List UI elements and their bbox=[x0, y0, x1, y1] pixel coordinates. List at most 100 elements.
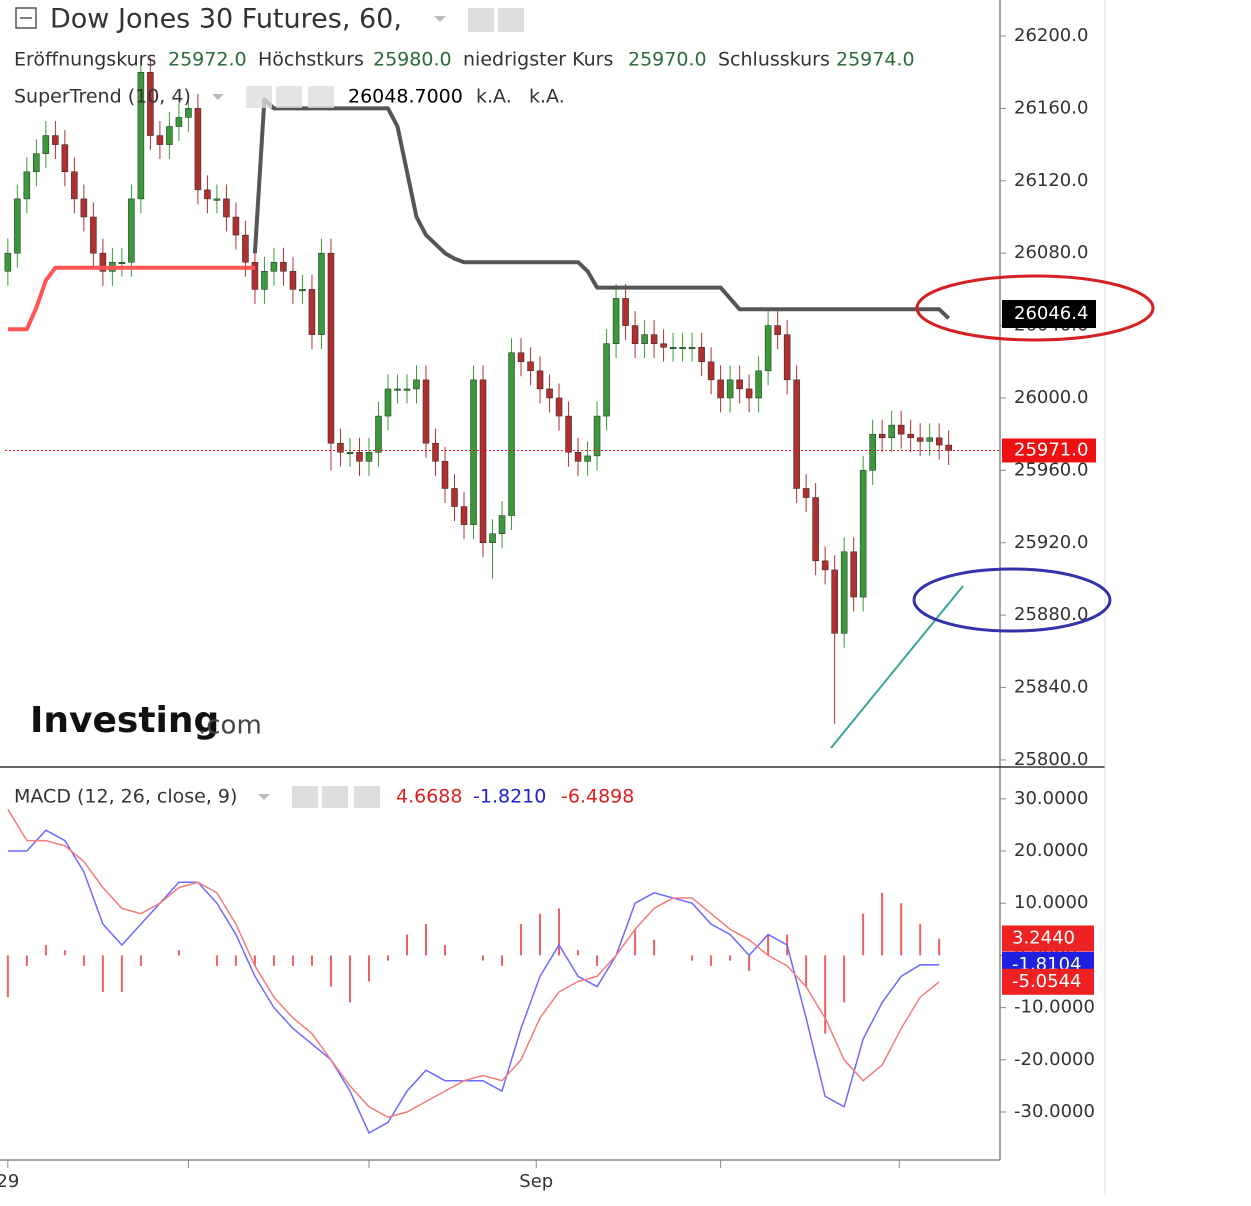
y-tick-label: 25960.0 bbox=[1014, 459, 1088, 480]
candle-body bbox=[4, 252, 12, 272]
candle-body bbox=[337, 442, 344, 453]
ohlc-label: Höchstkurs bbox=[258, 49, 364, 71]
x-tick-label: Sep bbox=[519, 1171, 553, 1192]
candle-body bbox=[356, 452, 363, 462]
candle-body bbox=[840, 551, 848, 634]
overlay: Dow Jones 30 Futures, 60, Eröffnungskurs… bbox=[14, 4, 1155, 808]
ohlc-value: 25972.0 bbox=[168, 49, 247, 71]
candle-body bbox=[308, 289, 316, 335]
histogram-bar bbox=[862, 913, 865, 956]
histogram-bar bbox=[881, 892, 884, 956]
ohlc-value: 25970.0 bbox=[628, 49, 707, 71]
histogram-bar bbox=[44, 944, 47, 956]
y-tick-label: 20.0000 bbox=[1014, 840, 1088, 861]
candle-body bbox=[869, 433, 876, 471]
price-label: 25971.0 bbox=[1014, 439, 1088, 460]
macd-line bbox=[7, 829, 940, 1134]
candle-body bbox=[327, 252, 335, 444]
candle-body bbox=[470, 379, 477, 525]
candle-body bbox=[783, 334, 791, 381]
candle-body bbox=[821, 560, 829, 571]
macd-line bbox=[7, 808, 940, 1119]
candle-body bbox=[61, 144, 69, 172]
histogram-bar bbox=[25, 955, 28, 966]
candle-body bbox=[270, 261, 278, 272]
dropdown-icon[interactable] bbox=[212, 94, 224, 100]
histogram-bar bbox=[482, 955, 485, 961]
supertrend-label-box bbox=[1002, 299, 1096, 328]
candle-body bbox=[622, 298, 629, 326]
ohlc-value: 25980.0 bbox=[373, 49, 452, 71]
candle-body bbox=[641, 334, 648, 344]
candle-body bbox=[897, 424, 905, 435]
indicator-label: MACD (12, 26, close, 9) bbox=[14, 786, 237, 808]
indicator-value: k.A. bbox=[529, 86, 565, 108]
candle-body bbox=[650, 334, 658, 344]
dropdown-icon[interactable] bbox=[434, 16, 446, 22]
candle-body bbox=[527, 361, 534, 372]
histogram-bar bbox=[310, 955, 313, 966]
close-icon[interactable] bbox=[308, 86, 334, 108]
supertrend-line bbox=[252, 97, 951, 320]
histogram-bar bbox=[215, 955, 218, 966]
candle-body bbox=[717, 379, 724, 399]
indicator-value: 26048.7000 bbox=[348, 86, 463, 108]
candle-body bbox=[14, 198, 21, 254]
candle-body bbox=[831, 569, 838, 634]
histogram-bar bbox=[139, 955, 142, 966]
collapse-icon[interactable] bbox=[15, 7, 37, 29]
highlight-ellipse bbox=[912, 567, 1112, 633]
histogram-bar bbox=[596, 955, 599, 966]
eye-icon[interactable] bbox=[468, 8, 494, 32]
candle-body bbox=[375, 415, 382, 453]
histogram-bar bbox=[386, 955, 389, 961]
histogram-bar bbox=[424, 924, 427, 956]
highlight-ellipse bbox=[915, 274, 1155, 342]
candle-body bbox=[242, 234, 249, 263]
candle-body bbox=[631, 325, 639, 344]
settings-icon[interactable] bbox=[276, 86, 302, 108]
candle-body bbox=[156, 135, 164, 145]
candle-body bbox=[71, 171, 78, 200]
candle-body bbox=[175, 117, 183, 127]
indicator-value: -1.8210 bbox=[473, 786, 546, 808]
candle-body bbox=[878, 433, 886, 439]
dropdown-icon[interactable] bbox=[258, 794, 270, 800]
histogram-bar bbox=[729, 955, 732, 961]
eye-icon[interactable] bbox=[246, 86, 272, 108]
eye-icon[interactable] bbox=[292, 786, 318, 808]
candle-body bbox=[565, 415, 572, 453]
logo: Investing bbox=[30, 700, 219, 741]
price-label-box bbox=[1002, 438, 1096, 463]
candle-body bbox=[508, 352, 515, 516]
histogram-bar bbox=[348, 955, 351, 1003]
histogram-bar bbox=[177, 950, 180, 956]
settings-icon[interactable] bbox=[322, 786, 348, 808]
histogram-bar bbox=[691, 955, 694, 961]
candle-body bbox=[251, 261, 259, 290]
supertrend-line bbox=[7, 265, 255, 332]
value-label-box bbox=[1002, 968, 1094, 995]
candle-body bbox=[365, 452, 373, 462]
y-tick-label: -20.0000 bbox=[1014, 1049, 1095, 1070]
settings-icon[interactable] bbox=[498, 8, 524, 32]
candle-body bbox=[80, 198, 88, 218]
candle-body bbox=[688, 347, 696, 350]
trend-annotation bbox=[830, 585, 964, 749]
candle-body bbox=[23, 171, 31, 200]
candle-body bbox=[289, 271, 297, 290]
candle-body bbox=[812, 497, 819, 562]
y-tick-label: 26200.0 bbox=[1014, 25, 1088, 46]
histogram-bar bbox=[919, 924, 922, 956]
y-tick-label: 25840.0 bbox=[1014, 677, 1088, 698]
histogram-bar bbox=[558, 908, 561, 956]
y-tick-label: -30.0000 bbox=[1014, 1101, 1095, 1122]
histogram-bar bbox=[82, 955, 85, 966]
histogram-bar bbox=[367, 955, 370, 982]
close-icon[interactable] bbox=[354, 786, 380, 808]
candle-body bbox=[555, 397, 563, 417]
histogram-bar bbox=[805, 955, 808, 987]
candle-body bbox=[441, 461, 449, 489]
candle-body bbox=[945, 444, 952, 451]
y-tick-label: 26120.0 bbox=[1014, 170, 1088, 191]
